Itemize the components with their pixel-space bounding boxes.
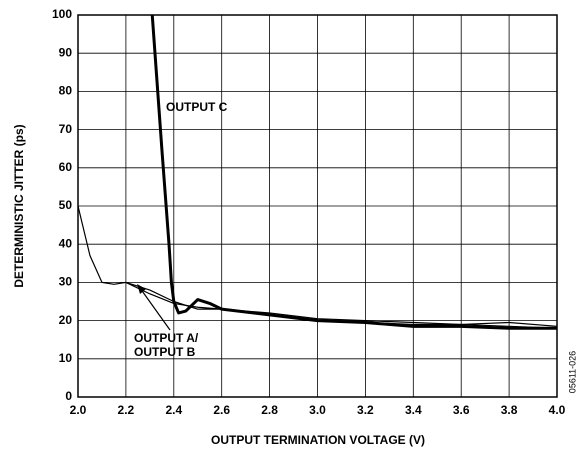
x-axis-label: OUTPUT TERMINATION VOLTAGE (V) (211, 433, 425, 447)
annotation: OUTPUT C (166, 100, 228, 114)
x-tick-label: 3.4 (405, 403, 422, 417)
x-tick-label: 3.6 (453, 403, 470, 417)
arrow-head (137, 284, 146, 294)
x-tick-label: 2.8 (261, 403, 278, 417)
line-series (150, 14, 557, 330)
line-series (77, 205, 558, 329)
annotation: OUTPUT A/ (134, 331, 199, 345)
y-tick-label: 0 (65, 389, 72, 403)
x-tick-label: 2.4 (165, 403, 182, 417)
annotation-arrow (139, 287, 171, 331)
y-tick-label: 90 (59, 45, 73, 59)
y-tick-label: 10 (59, 351, 73, 365)
annotation: 05611-026 (567, 351, 577, 393)
x-tick-label: 3.8 (501, 403, 518, 417)
y-tick-label: 30 (59, 275, 73, 289)
x-tick-label: 2.0 (70, 403, 87, 417)
annotation: OUTPUT B (134, 345, 196, 359)
x-tick-label: 2.2 (118, 403, 135, 417)
y-tick-label: 40 (59, 236, 73, 250)
y-tick-label: 60 (59, 160, 73, 174)
y-axis-label: DETERMINISTIC JITTER (ps) (12, 124, 26, 287)
x-tick-label: 2.6 (213, 403, 230, 417)
y-tick-label: 20 (59, 313, 73, 327)
y-tick-label: 80 (59, 84, 73, 98)
y-tick-label: 70 (59, 122, 73, 136)
x-tick-label: 3.2 (357, 403, 374, 417)
y-tick-label: 100 (52, 7, 72, 21)
x-tick-label: 3.0 (309, 403, 326, 417)
x-tick-label: 4.0 (549, 403, 566, 417)
y-tick-label: 50 (59, 198, 73, 212)
